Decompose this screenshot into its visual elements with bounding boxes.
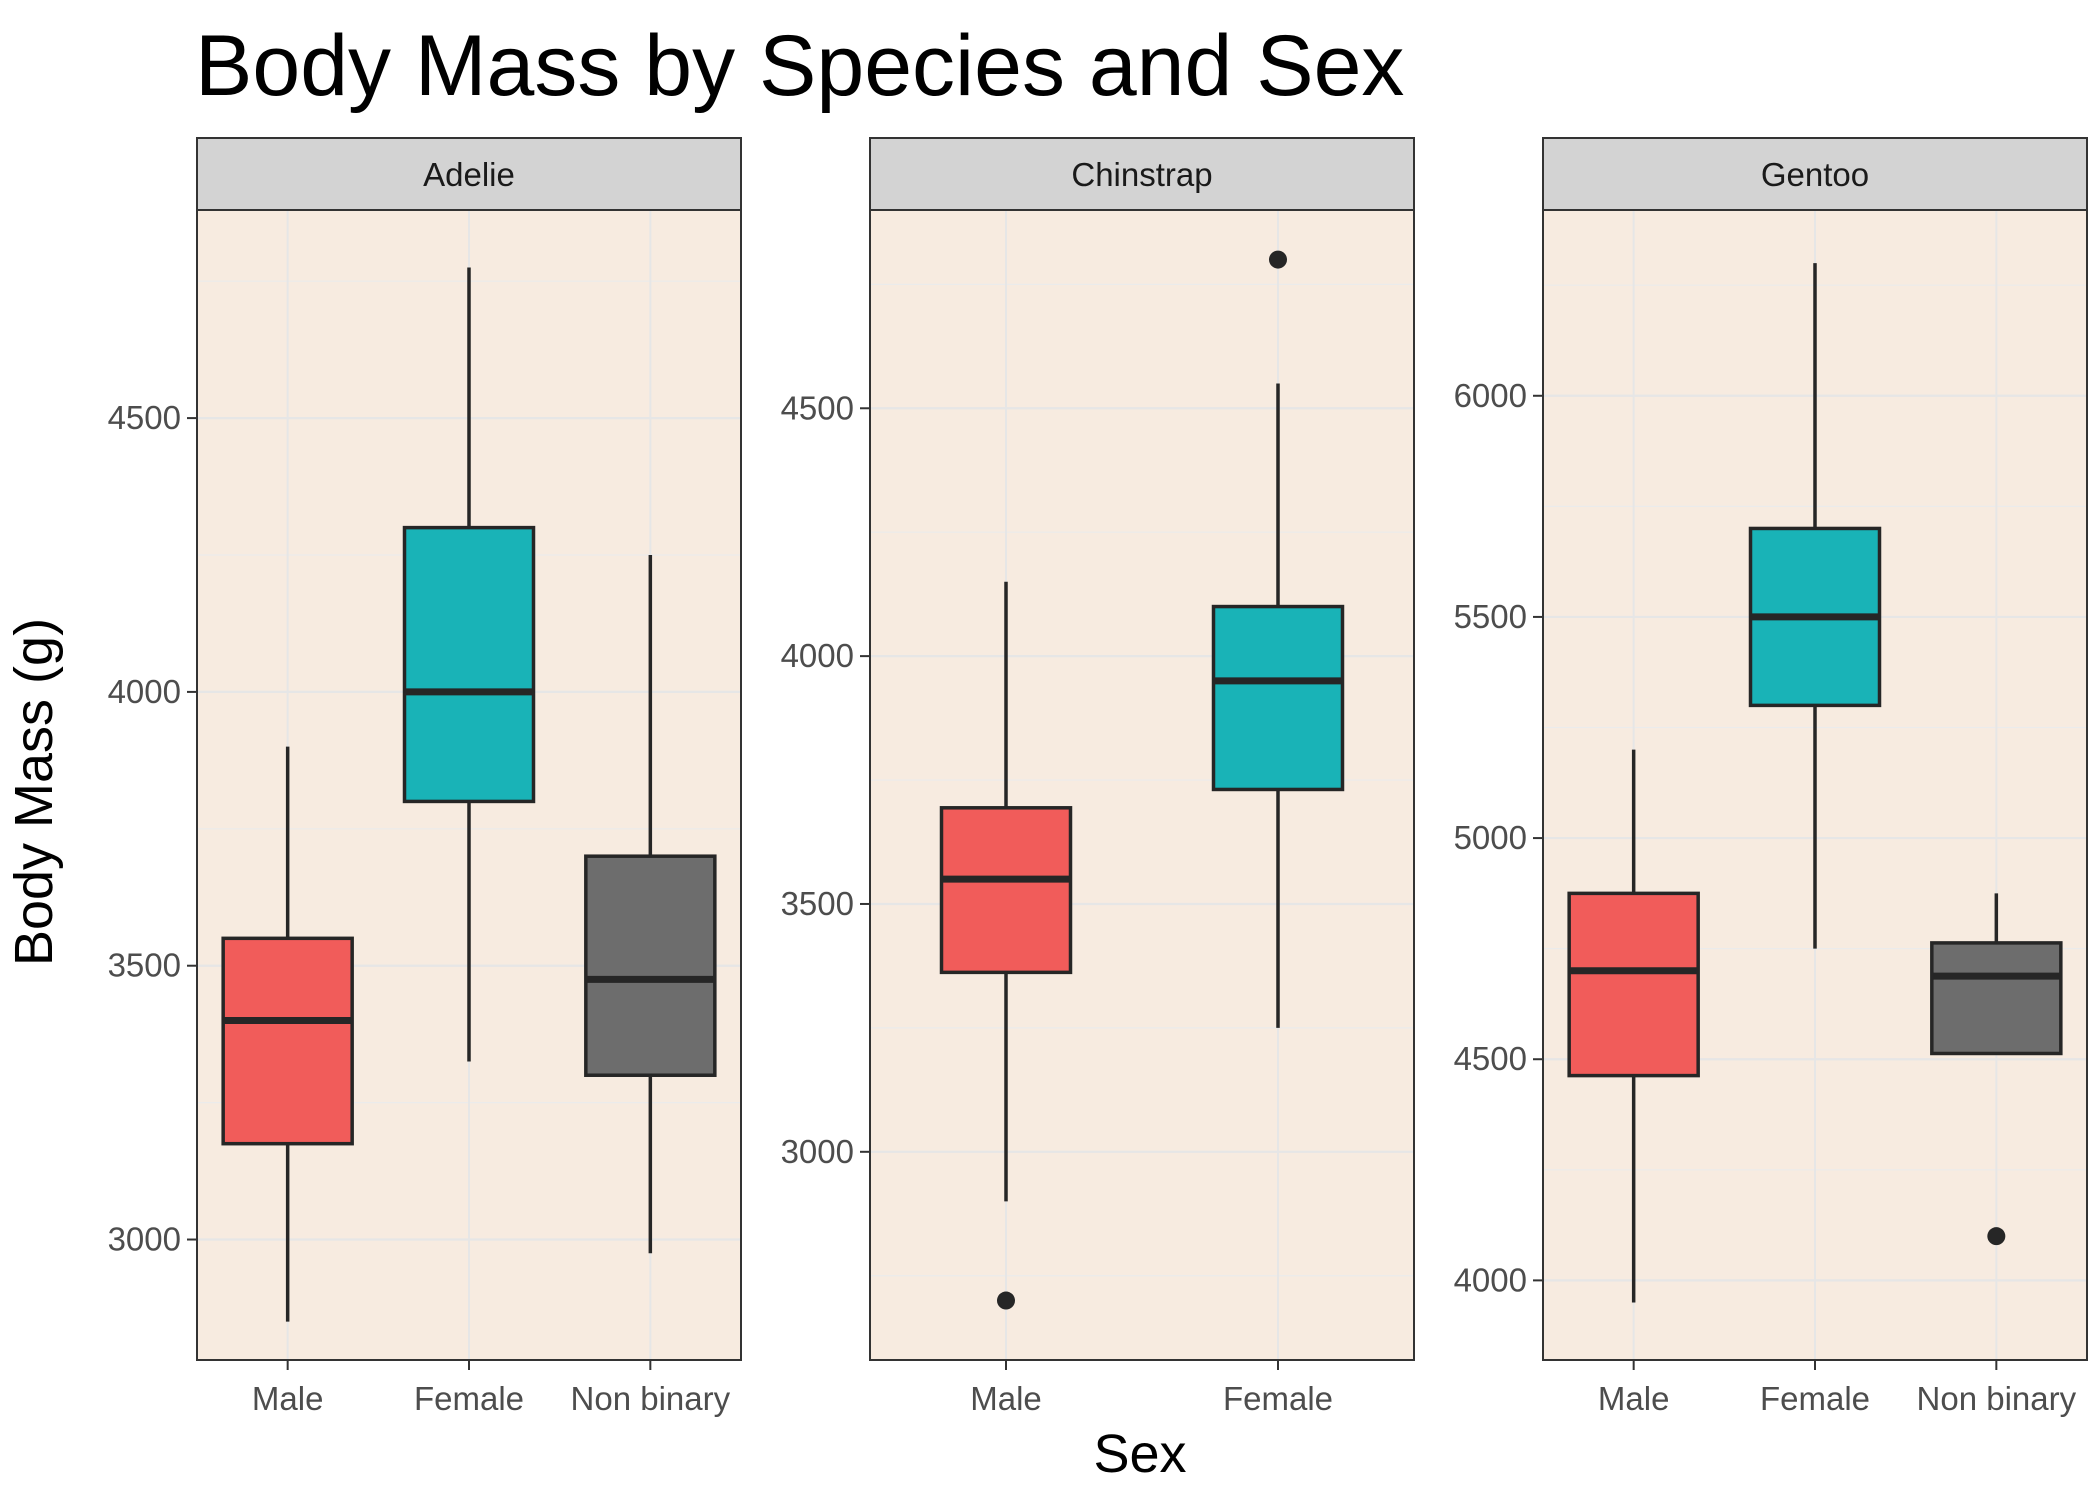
y-tick-label: 4000 bbox=[1454, 1261, 1527, 1298]
y-tick-label: 6000 bbox=[1454, 377, 1527, 414]
facet-strip bbox=[869, 137, 1415, 211]
y-tick-label: 4000 bbox=[108, 673, 181, 710]
x-tick-label: Female bbox=[1223, 1380, 1333, 1417]
box-non-binary bbox=[1930, 893, 2063, 1246]
iqr-box bbox=[1567, 891, 1700, 1078]
box-male bbox=[1567, 749, 1700, 1303]
box-female bbox=[1211, 250, 1345, 1028]
iqr-box bbox=[221, 936, 354, 1146]
x-axis-title: Sex bbox=[1093, 1424, 1186, 1484]
iqr-box bbox=[1930, 941, 2063, 1056]
outlier-point bbox=[1987, 1227, 2006, 1246]
y-tick-label: 4500 bbox=[781, 389, 854, 426]
facet-panel-gentoo: 4000 4500 5000 5500 6000 Male Female Non binary… bbox=[1454, 137, 2088, 1417]
box-non-binary bbox=[584, 555, 717, 1254]
facet-strip-label: Adelie bbox=[423, 156, 515, 193]
x-tick-label: Female bbox=[1760, 1380, 1870, 1417]
box-male bbox=[939, 581, 1073, 1310]
box-male bbox=[221, 746, 354, 1322]
y-tick-label: 4000 bbox=[781, 637, 854, 674]
facet-panel-chinstrap: 3000 3500 4000 4500 Male Female Chinstrap bbox=[781, 137, 1415, 1417]
y-axis-title: Body Mass (g) bbox=[4, 618, 64, 966]
y-tick-label: 3000 bbox=[781, 1133, 854, 1170]
facet-panels: 3000 3500 4000 4500 Male Female Non binary Adel… bbox=[108, 137, 2088, 1417]
iqr-box bbox=[584, 854, 717, 1077]
x-tick-label: Male bbox=[252, 1380, 324, 1417]
iqr-box bbox=[402, 525, 536, 804]
y-tick-label: 3500 bbox=[781, 885, 854, 922]
y-tick-label: 3000 bbox=[108, 1221, 181, 1258]
outlier-point bbox=[1269, 250, 1287, 269]
iqr-box bbox=[1211, 604, 1345, 792]
x-tick-label: Male bbox=[970, 1380, 1042, 1417]
x-tick-label: Non binary bbox=[1917, 1380, 2077, 1417]
x-tick-label: Non binary bbox=[571, 1380, 731, 1417]
facet-strip bbox=[196, 137, 742, 211]
y-tick-label: 4500 bbox=[108, 399, 181, 436]
facet-panel-adelie: 3000 3500 4000 4500 Male Female Non binary Adel… bbox=[108, 137, 742, 1417]
box-female bbox=[1748, 263, 1882, 949]
y-tick-label: 3500 bbox=[108, 947, 181, 984]
outlier-point bbox=[997, 1291, 1015, 1310]
y-tick-label: 5000 bbox=[1454, 819, 1527, 856]
x-tick-label: Male bbox=[1598, 1380, 1670, 1417]
chart-title: Body Mass by Species and Sex bbox=[195, 18, 1404, 114]
iqr-box bbox=[939, 806, 1073, 975]
box-female bbox=[402, 267, 536, 1062]
facet-strip-label: Gentoo bbox=[1761, 156, 1869, 193]
y-tick-label: 5500 bbox=[1454, 598, 1527, 635]
y-tick-label: 4500 bbox=[1454, 1040, 1527, 1077]
x-tick-label: Female bbox=[414, 1380, 524, 1417]
facet-strip bbox=[1542, 137, 2088, 211]
facet-strip-label: Chinstrap bbox=[1071, 156, 1212, 193]
